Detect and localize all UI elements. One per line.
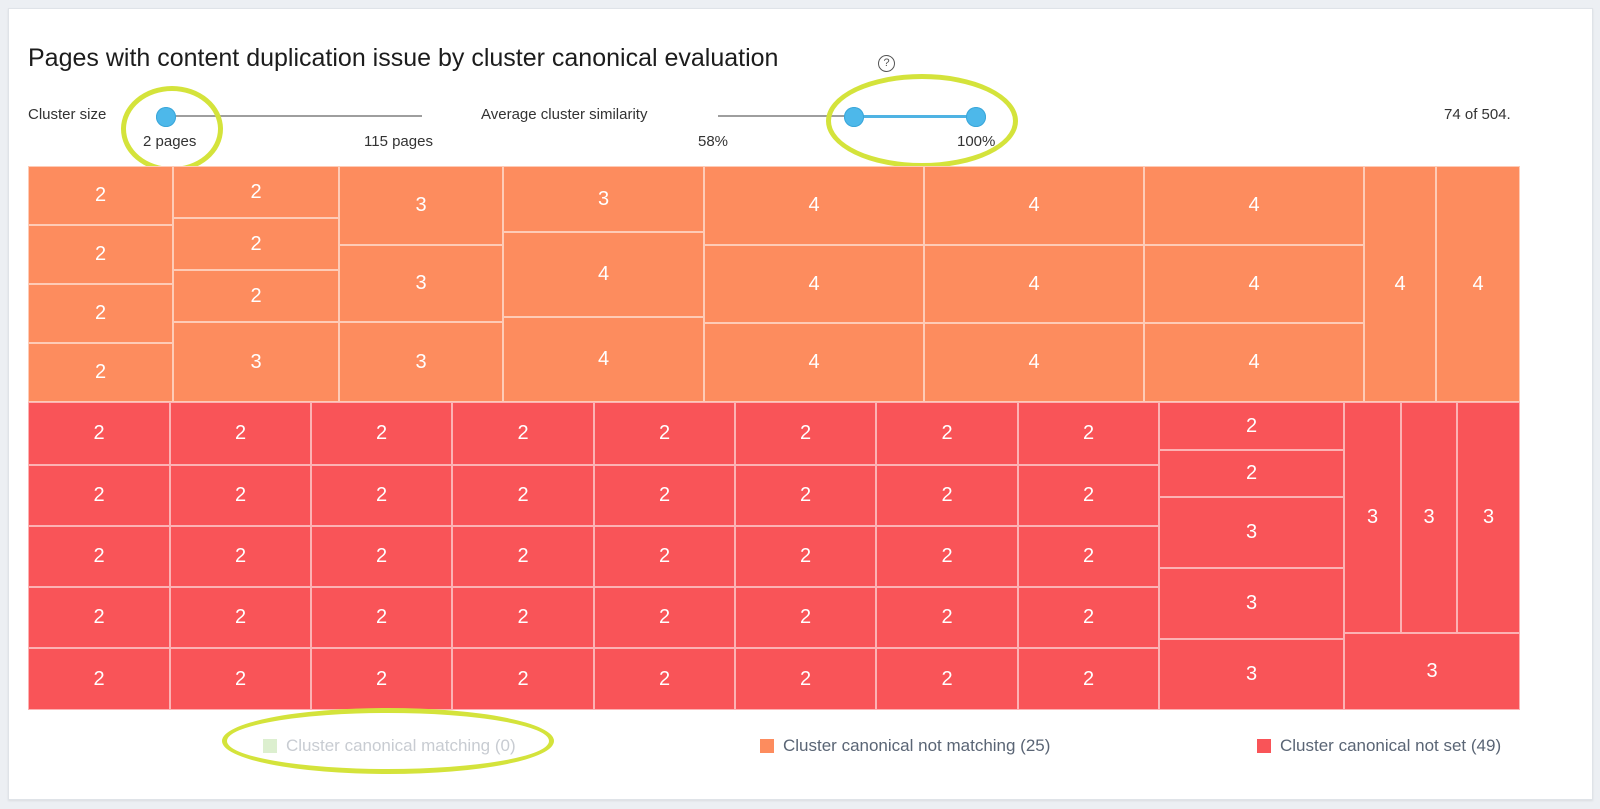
not-set-cell[interactable]: 2 (452, 402, 594, 465)
not-set-cell[interactable]: 2 (735, 587, 876, 648)
not-set-cell[interactable]: 2 (735, 648, 876, 710)
not-matching-cell[interactable]: 4 (1144, 323, 1364, 402)
not-set-cell[interactable]: 2 (311, 465, 452, 526)
not-set-cell[interactable]: 2 (735, 465, 876, 526)
not-set-cell[interactable]: 2 (311, 526, 452, 587)
not-set-cell[interactable]: 3 (1344, 633, 1520, 710)
legend-label-matching: Cluster canonical matching (0) (286, 736, 516, 755)
not-set-cell[interactable]: 2 (170, 648, 311, 710)
result-count: 74 of 504. (1444, 106, 1511, 123)
not-matching-cell[interactable]: 2 (173, 166, 339, 218)
not-set-cell[interactable]: 3 (1159, 639, 1344, 710)
cluster-size-max-label: 115 pages (364, 133, 433, 150)
not-matching-cell[interactable]: 2 (28, 343, 173, 402)
legend-item-matching[interactable]: Cluster canonical matching (0) (263, 736, 516, 756)
cluster-size-label: Cluster size (28, 106, 107, 123)
not-set-cell[interactable]: 3 (1401, 402, 1457, 633)
cluster-size-min-thumb[interactable] (156, 107, 176, 127)
not-matching-cell[interactable]: 4 (1144, 166, 1364, 245)
not-matching-cell[interactable]: 2 (173, 270, 339, 322)
not-set-cell[interactable]: 2 (1018, 526, 1159, 587)
similarity-min-label: 58% (698, 133, 729, 150)
not-matching-cell[interactable]: 3 (339, 322, 503, 402)
not-set-cell[interactable]: 2 (170, 402, 311, 465)
not-matching-cell[interactable]: 4 (924, 245, 1144, 323)
not-set-cell[interactable]: 2 (594, 526, 735, 587)
not-set-cell[interactable]: 2 (876, 402, 1018, 465)
not-set-cell[interactable]: 2 (311, 648, 452, 710)
not-set-cell[interactable]: 3 (1159, 497, 1344, 568)
not-set-cell[interactable]: 2 (170, 465, 311, 526)
not-matching-cell[interactable]: 4 (1364, 166, 1436, 402)
not-set-cell[interactable]: 2 (594, 465, 735, 526)
legend-item-not-set[interactable]: Cluster canonical not set (49) (1257, 736, 1501, 756)
not-matching-cell[interactable]: 2 (28, 225, 173, 284)
not-set-cell[interactable]: 2 (876, 587, 1018, 648)
not-matching-cell[interactable]: 4 (503, 317, 704, 402)
not-set-cell[interactable]: 2 (876, 526, 1018, 587)
not-set-cell[interactable]: 2 (170, 587, 311, 648)
not-set-cell[interactable]: 2 (452, 526, 594, 587)
not-matching-cell[interactable]: 4 (924, 166, 1144, 245)
not-set-cell[interactable]: 2 (28, 402, 170, 465)
not-set-cell[interactable]: 2 (735, 402, 876, 465)
legend-label-not-matching: Cluster canonical not matching (25) (783, 736, 1051, 755)
similarity-max-label: 100% (957, 133, 996, 150)
not-set-cell[interactable]: 2 (1018, 465, 1159, 526)
not-set-cell[interactable]: 2 (28, 526, 170, 587)
legend-swatch-not-matching (760, 739, 774, 753)
similarity-low-thumb[interactable] (844, 107, 864, 127)
not-set-cell[interactable]: 2 (1018, 648, 1159, 710)
not-matching-cell[interactable]: 2 (173, 218, 339, 270)
not-set-cell[interactable]: 2 (1159, 402, 1344, 450)
similarity-label: Average cluster similarity (481, 106, 648, 123)
not-matching-cell[interactable]: 3 (339, 245, 503, 322)
not-matching-cell[interactable]: 2 (28, 166, 173, 225)
not-matching-cell[interactable]: 4 (1436, 166, 1520, 402)
not-set-cell[interactable]: 2 (594, 587, 735, 648)
not-set-cell[interactable]: 2 (311, 587, 452, 648)
not-matching-cell[interactable]: 3 (503, 166, 704, 232)
similarity-selected-range (854, 115, 976, 118)
not-set-cell[interactable]: 2 (735, 526, 876, 587)
legend-swatch-not-set (1257, 739, 1271, 753)
not-set-cell[interactable]: 3 (1159, 568, 1344, 639)
not-set-cell[interactable]: 2 (594, 648, 735, 710)
not-matching-cell[interactable]: 3 (173, 322, 339, 402)
legend-item-not-matching[interactable]: Cluster canonical not matching (25) (760, 736, 1050, 756)
not-matching-cell[interactable]: 4 (704, 166, 924, 245)
similarity-high-thumb[interactable] (966, 107, 986, 127)
not-matching-cell[interactable]: 4 (503, 232, 704, 317)
cluster-size-min-label: 2 pages (143, 133, 197, 150)
help-icon[interactable]: ? (878, 55, 895, 72)
not-set-cell[interactable]: 2 (1018, 587, 1159, 648)
not-set-cell[interactable]: 2 (28, 587, 170, 648)
not-set-cell[interactable]: 2 (452, 587, 594, 648)
page-title: Pages with content duplication issue by … (28, 44, 779, 72)
not-matching-cell[interactable]: 3 (339, 166, 503, 245)
not-set-cell[interactable]: 2 (28, 648, 170, 710)
not-matching-cell[interactable]: 4 (704, 323, 924, 402)
not-matching-cell[interactable]: 4 (1144, 245, 1364, 323)
not-set-cell[interactable]: 3 (1344, 402, 1401, 633)
legend-swatch-matching (263, 739, 277, 753)
not-set-cell[interactable]: 3 (1457, 402, 1520, 633)
not-set-cell[interactable]: 2 (1018, 402, 1159, 465)
not-set-cell[interactable]: 2 (170, 526, 311, 587)
not-set-cell[interactable]: 2 (876, 648, 1018, 710)
not-set-cell[interactable]: 2 (28, 465, 170, 526)
not-matching-cell[interactable]: 2 (28, 284, 173, 343)
not-set-cell[interactable]: 2 (876, 465, 1018, 526)
not-matching-cell[interactable]: 4 (704, 245, 924, 323)
legend-label-not-set: Cluster canonical not set (49) (1280, 736, 1502, 755)
not-set-cell[interactable]: 2 (594, 402, 735, 465)
cluster-size-track[interactable] (166, 115, 422, 117)
not-set-cell[interactable]: 2 (311, 402, 452, 465)
not-set-cell[interactable]: 2 (452, 648, 594, 710)
not-set-cell[interactable]: 2 (1159, 450, 1344, 497)
not-matching-cell[interactable]: 4 (924, 323, 1144, 402)
not-set-cell[interactable]: 2 (452, 465, 594, 526)
